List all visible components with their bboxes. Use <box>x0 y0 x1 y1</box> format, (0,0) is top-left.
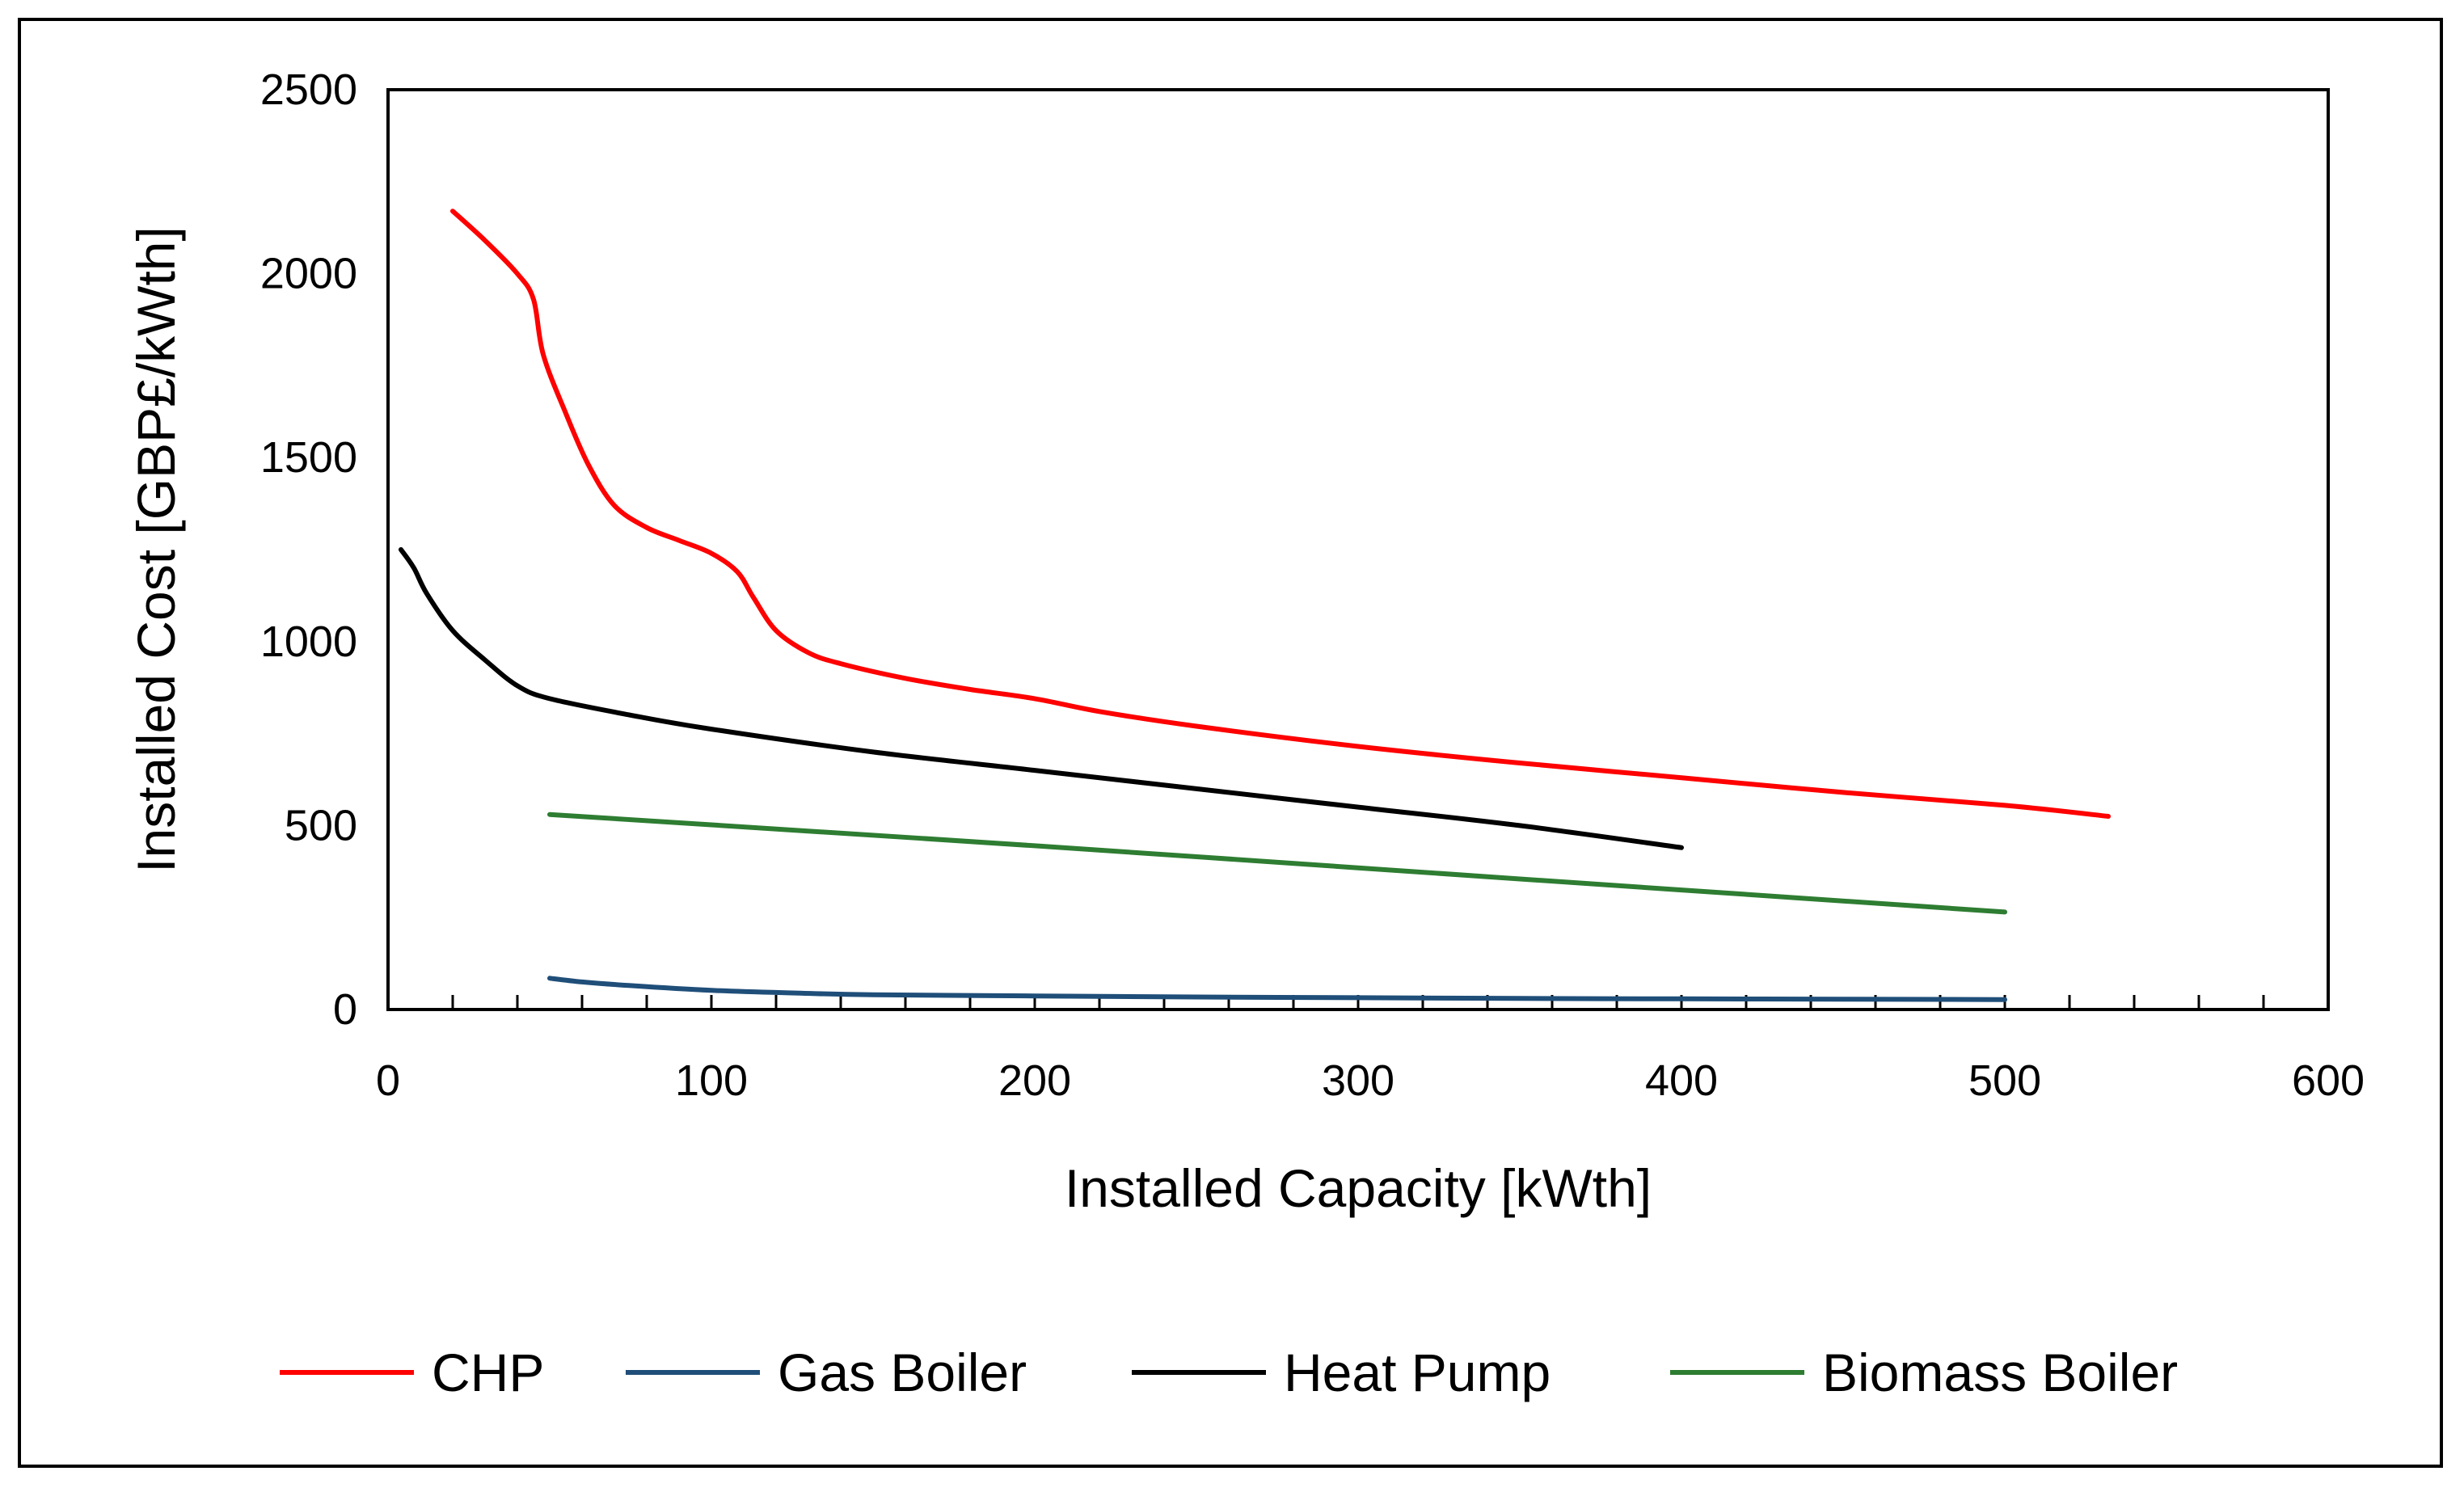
x-axis-title: Installed Capacity [kWth] <box>1065 1158 1652 1218</box>
x-tick-labels: 0 100 200 300 400 500 600 <box>376 1056 2365 1105</box>
chart-frame: 0 100 200 300 400 500 600 0 500 1000 1500 2000 2500… <box>18 18 2443 1468</box>
series-line-biomass-boiler <box>547 811 2007 915</box>
legend-label-chp: CHP <box>432 1343 544 1402</box>
x-tick-label: 600 <box>2292 1056 2365 1105</box>
legend-label-gas-boiler: Gas Boiler <box>778 1343 1027 1402</box>
x-tick-label: 300 <box>1322 1056 1394 1105</box>
y-tick-label: 1000 <box>260 618 357 666</box>
plot-area <box>386 88 2330 1011</box>
series-lines <box>399 209 2111 1002</box>
y-tick-label: 1500 <box>260 433 357 482</box>
y-tick-label: 2500 <box>260 65 357 114</box>
series-line-gas-boiler <box>547 976 2007 1002</box>
x-tick-label: 100 <box>675 1056 748 1105</box>
y-tick-label: 0 <box>333 985 357 1034</box>
legend-label-heat-pump: Heat Pump <box>1284 1343 1551 1402</box>
y-tick-labels: 0 500 1000 1500 2000 2500 <box>260 65 357 1034</box>
y-tick-label: 2000 <box>260 250 357 298</box>
series-line-chp <box>450 209 2111 819</box>
legend-label-biomass-boiler: Biomass Boiler <box>1822 1343 2178 1402</box>
legend: CHP Gas Boiler Heat Pump Biomass Boiler <box>280 1343 2178 1402</box>
x-tick-label: 500 <box>1968 1056 2041 1105</box>
line-chart: 0 100 200 300 400 500 600 0 500 1000 1500 2000 2500… <box>126 65 2365 1402</box>
y-tick-label: 500 <box>285 801 357 849</box>
x-tick-label: 0 <box>376 1056 400 1105</box>
series-line-heat-pump <box>399 547 1684 850</box>
x-tick-label: 400 <box>1645 1056 1718 1105</box>
y-axis-title: Installed Cost [GBP£/kWth] <box>126 226 186 873</box>
x-tick-label: 200 <box>998 1056 1071 1105</box>
